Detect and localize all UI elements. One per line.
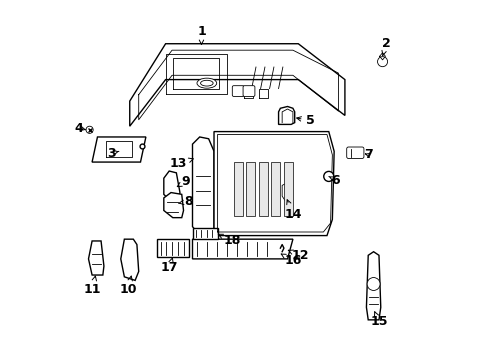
Polygon shape: [192, 228, 217, 239]
Text: 7: 7: [363, 148, 372, 161]
Polygon shape: [192, 137, 214, 237]
Bar: [233, 162, 242, 216]
Polygon shape: [121, 239, 139, 280]
Polygon shape: [163, 171, 180, 202]
Circle shape: [323, 171, 333, 181]
Polygon shape: [156, 239, 188, 257]
Polygon shape: [278, 107, 294, 125]
Circle shape: [86, 126, 93, 134]
Text: 9: 9: [177, 175, 189, 188]
Polygon shape: [366, 252, 380, 320]
Bar: [246, 162, 255, 216]
Circle shape: [366, 278, 379, 291]
Text: 16: 16: [281, 254, 301, 267]
Text: 14: 14: [284, 200, 301, 221]
Text: 8: 8: [179, 195, 193, 208]
Text: 2: 2: [381, 37, 390, 56]
Text: 1: 1: [197, 25, 205, 44]
Text: 11: 11: [83, 276, 101, 296]
Polygon shape: [282, 184, 289, 202]
Polygon shape: [92, 137, 145, 162]
Polygon shape: [88, 241, 104, 275]
Text: 6: 6: [328, 174, 340, 186]
Text: 3: 3: [107, 147, 119, 159]
FancyBboxPatch shape: [346, 147, 363, 158]
Polygon shape: [129, 44, 344, 126]
Text: 13: 13: [169, 157, 193, 170]
Polygon shape: [214, 132, 333, 235]
Text: 17: 17: [160, 258, 178, 274]
FancyBboxPatch shape: [243, 86, 254, 96]
Polygon shape: [163, 193, 183, 218]
Circle shape: [377, 57, 387, 67]
Text: 5: 5: [296, 114, 315, 127]
Text: 12: 12: [288, 249, 308, 262]
Text: 15: 15: [369, 312, 387, 328]
FancyBboxPatch shape: [232, 86, 244, 96]
Bar: [284, 162, 292, 216]
Text: 4: 4: [74, 122, 86, 135]
Text: 10: 10: [119, 276, 137, 296]
Polygon shape: [192, 239, 292, 259]
Text: 18: 18: [218, 234, 240, 247]
Ellipse shape: [197, 78, 216, 88]
Bar: [258, 162, 267, 216]
Bar: [271, 162, 280, 216]
Ellipse shape: [200, 80, 213, 86]
